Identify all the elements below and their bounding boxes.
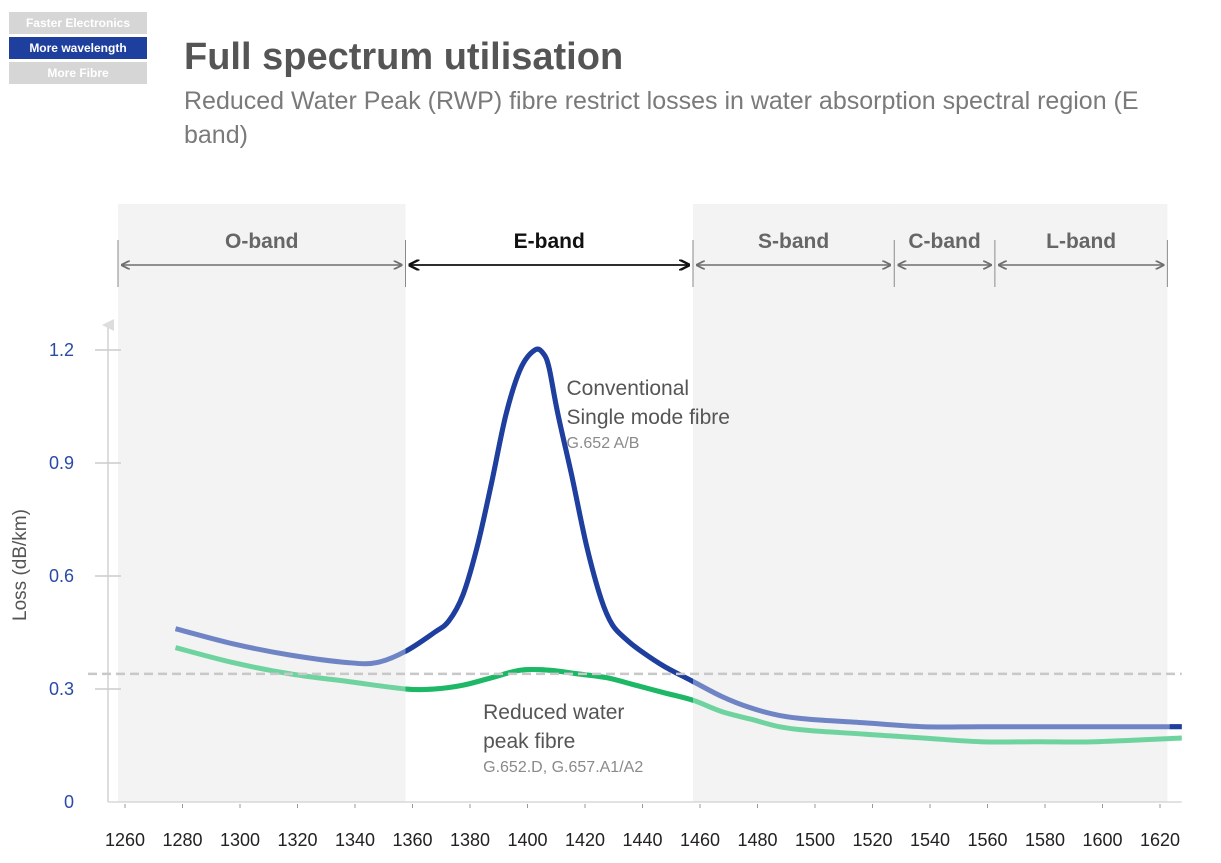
chart-labels: Conventional Single mode fibre G.652 A/B Re… (483, 377, 730, 776)
x-tick-label: 1300 (220, 830, 260, 850)
nav-more-wavelength-button[interactable]: More wavelength (9, 37, 147, 59)
x-tick-label: 1520 (852, 830, 892, 850)
x-tick-label: 1440 (622, 830, 662, 850)
x-tick-label: 1580 (1025, 830, 1065, 850)
y-axis-title: Loss (dB/km) (10, 509, 31, 621)
chart-axes: 0 0.3 0.6 0.9 1.2 Loss (dB/km) 1260 1280 1300 132… (10, 319, 1182, 850)
y-tick-label: 0.6 (49, 566, 74, 586)
x-tick-label: 1600 (1082, 830, 1122, 850)
fibre-nav: Faster Electronics More wavelength More … (9, 12, 147, 87)
x-tick-label: 1400 (507, 830, 547, 850)
x-tick-label: 1260 (105, 830, 145, 850)
y-tick-label: 1.2 (49, 340, 74, 360)
x-tick-label: 1500 (795, 830, 835, 850)
annotation-rwp-line: Reduced water (483, 701, 624, 724)
x-tick-label: 1360 (392, 830, 432, 850)
annotation-conventional-standard: G.652 A/B (567, 435, 640, 452)
band-bg-s-band (693, 204, 895, 802)
x-tick-label: 1340 (335, 830, 375, 850)
annotation-rwp-standard: G.652.D, G.657.A1/A2 (483, 759, 643, 776)
x-tick-label: 1420 (565, 830, 605, 850)
band-label-l-band: L-band (1046, 230, 1116, 253)
series-lines (174, 346, 1182, 745)
band-label-s-band: S-band (758, 230, 829, 253)
x-tick-label: 1560 (967, 830, 1007, 850)
x-tick-label: 1460 (680, 830, 720, 850)
x-tick-label: 1540 (910, 830, 950, 850)
band-label-e-band: E-band (514, 230, 585, 253)
series-line-rwp-eband (405, 666, 693, 703)
y-tick-label: 0.9 (49, 453, 74, 473)
band-label-o-band: O-band (225, 230, 299, 253)
page-subtitle: Reduced Water Peak (RWP) fibre restrict … (184, 87, 1139, 149)
nav-faster-electronics-button[interactable]: Faster Electronics (9, 12, 147, 34)
y-tick-label: 0 (64, 792, 74, 812)
y-tick-label: 0.3 (49, 679, 74, 699)
annotation-conventional-line: Conventional (567, 377, 690, 400)
x-tick-label: 1280 (162, 830, 202, 850)
annotation-rwp-line: peak fibre (483, 730, 575, 753)
band-bg-c-band (894, 204, 995, 802)
x-tick-label: 1380 (450, 830, 490, 850)
band-bg-o-band (118, 204, 406, 802)
band-label-c-band: C-band (908, 230, 980, 253)
band-shading: O-band E-band S-band C-band L-band (117, 204, 1168, 802)
band-bg-l-band (994, 204, 1168, 802)
x-tick-label: 1320 (277, 830, 317, 850)
series-line-conventional-eband (405, 346, 693, 685)
x-tick-label: 1480 (737, 830, 777, 850)
x-tick-label: 1620 (1140, 830, 1180, 850)
nav-more-fibre-button[interactable]: More Fibre (9, 62, 147, 84)
page-title: Full spectrum utilisation (184, 36, 624, 78)
annotation-conventional-line: Single mode fibre (567, 406, 730, 429)
